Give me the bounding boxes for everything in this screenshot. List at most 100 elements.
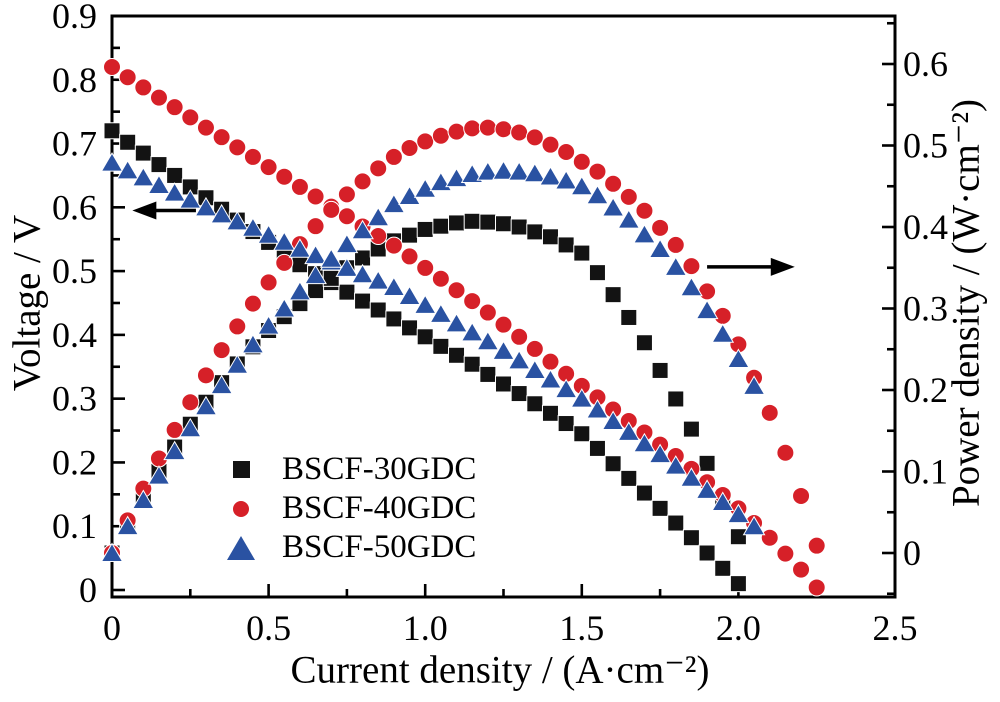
legend: BSCF-30GDC BSCF-40GDC BSCF-50GDC <box>222 450 476 567</box>
data-point <box>586 399 609 419</box>
data-point <box>510 123 529 142</box>
data-point <box>384 236 403 255</box>
data-point <box>212 341 231 360</box>
right-arrow-icon <box>770 257 795 276</box>
data-point <box>635 334 653 352</box>
tick-label: 0.3 <box>52 379 97 419</box>
legend-item-bscf-50gdc: BSCF-50GDC <box>222 528 476 567</box>
data-point <box>492 340 515 360</box>
data-point <box>413 178 437 198</box>
tick-label: 0.6 <box>903 44 948 84</box>
data-point <box>510 327 529 346</box>
data-point <box>588 162 607 181</box>
data-point <box>573 244 591 262</box>
y-left-axis-title: Voltage / V <box>5 214 49 392</box>
data-point <box>225 210 249 231</box>
data-point <box>131 166 155 187</box>
square-marker-icon <box>232 461 250 478</box>
data-point <box>210 374 233 395</box>
tick-label: 0.9 <box>52 0 97 36</box>
tick-label: 0 <box>103 608 121 648</box>
tick-label: 0.5 <box>246 608 291 648</box>
data-point <box>429 303 453 323</box>
data-point <box>272 231 296 251</box>
data-point <box>447 281 466 300</box>
data-point <box>588 439 606 457</box>
data-point <box>210 203 233 224</box>
data-point <box>617 209 641 229</box>
data-point <box>401 319 419 337</box>
data-point <box>338 283 356 301</box>
data-point <box>432 337 450 355</box>
tick-label: 0.6 <box>52 187 97 227</box>
data-point <box>448 214 466 232</box>
data-point <box>604 455 622 473</box>
legend-label: BSCF-30GDC <box>282 451 477 487</box>
data-point <box>431 269 450 288</box>
data-point <box>525 128 544 147</box>
data-point <box>322 200 341 219</box>
data-point <box>416 220 434 238</box>
data-point <box>319 248 343 268</box>
series-bscf-50gdc <box>100 152 766 562</box>
data-point <box>149 88 168 107</box>
data-point <box>369 159 388 178</box>
data-point <box>307 282 325 300</box>
data-point <box>413 294 437 314</box>
data-point <box>398 185 421 206</box>
tick-label: 0.3 <box>903 289 948 329</box>
data-point <box>382 276 406 297</box>
legend-label: BSCF-40GDC <box>282 490 477 526</box>
data-point <box>539 165 562 186</box>
data-point <box>116 515 140 536</box>
legend-label: BSCF-50GDC <box>282 529 477 565</box>
data-point <box>742 375 766 395</box>
data-point <box>570 175 594 196</box>
data-point <box>150 156 168 174</box>
data-point <box>479 365 497 383</box>
data-point <box>572 152 591 171</box>
data-point <box>165 420 184 439</box>
data-point <box>225 354 249 374</box>
data-point <box>510 218 528 236</box>
tick-label: 0.2 <box>52 442 97 482</box>
data-point <box>131 489 155 510</box>
data-point <box>648 238 672 259</box>
data-point <box>103 58 121 77</box>
data-point <box>448 346 466 364</box>
data-point <box>147 465 171 485</box>
data-point <box>445 312 468 333</box>
data-point <box>695 299 719 320</box>
tick-label: 1.0 <box>403 608 448 648</box>
data-point <box>601 410 625 430</box>
data-point <box>495 375 512 393</box>
data-point <box>539 369 562 389</box>
data-point <box>776 443 795 462</box>
data-point <box>792 486 811 505</box>
data-point <box>554 170 578 190</box>
data-point <box>760 403 779 422</box>
data-point <box>604 286 622 304</box>
data-point <box>335 233 359 254</box>
data-point <box>682 420 700 438</box>
data-point <box>416 258 435 277</box>
data-point <box>259 158 278 177</box>
tick-label: 0.2 <box>903 370 948 410</box>
data-point <box>337 185 356 204</box>
data-point <box>526 223 544 241</box>
data-point <box>163 440 187 461</box>
data-point <box>541 352 560 371</box>
data-point <box>601 196 625 217</box>
data-point <box>695 479 719 499</box>
data-point <box>147 174 171 194</box>
data-point <box>648 443 672 464</box>
data-point <box>194 395 218 416</box>
data-point <box>776 544 795 563</box>
data-point <box>366 206 390 227</box>
data-point <box>304 244 327 265</box>
data-point <box>241 333 265 354</box>
data-point <box>103 122 121 140</box>
data-point <box>416 328 434 346</box>
